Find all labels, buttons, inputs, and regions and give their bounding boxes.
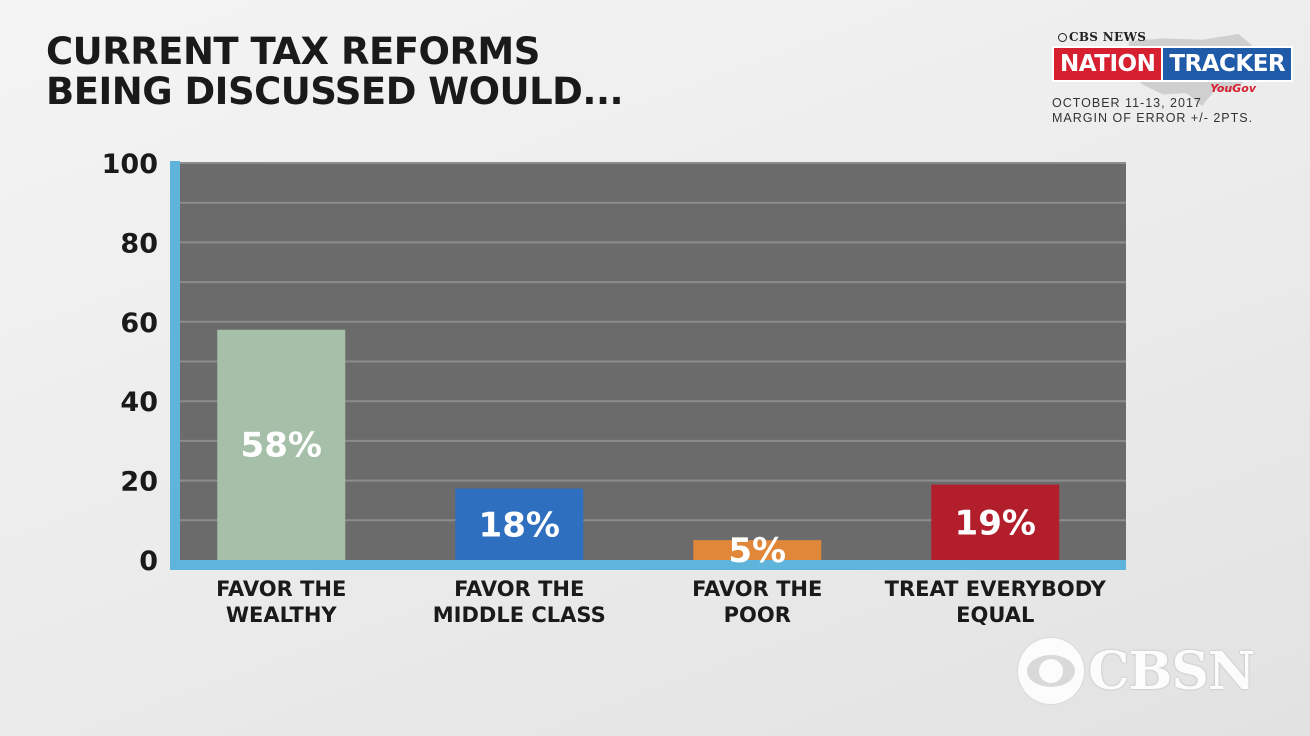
x-tick-label: MIDDLE CLASS (433, 603, 606, 627)
y-tick-label: 100 (102, 149, 158, 180)
cbs-eye-icon (1018, 638, 1084, 704)
data-label: 58% (241, 425, 322, 465)
y-tick-label: 40 (120, 387, 158, 418)
x-tick-label: FAVOR THE (692, 577, 822, 601)
poll-date: OCTOBER 11-13, 2017 (1052, 96, 1202, 110)
pollster-logo: YouGov (1210, 82, 1256, 95)
cbsn-watermark: CBSN (1018, 636, 1268, 706)
margin-of-error: MARGIN OF ERROR +/- 2PTS. (1052, 111, 1254, 125)
y-axis-line (170, 161, 180, 570)
x-tick-label: WEALTHY (226, 603, 338, 627)
network-name: CBS NEWS (1058, 30, 1272, 44)
data-label: 5% (728, 531, 786, 571)
title-line-1: CURRENT TAX REFORMS (46, 30, 540, 73)
nation-tracker-badge: CBS NEWS NATION TRACKER YouGov OCTOBER 1… (1052, 30, 1294, 126)
network-label: CBS NEWS (1069, 30, 1147, 44)
x-tick-label: FAVOR THE (216, 577, 346, 601)
bar (931, 484, 1060, 560)
y-tick-label: 0 (139, 546, 158, 577)
y-tick-label: 20 (120, 467, 158, 498)
brand-right: TRACKER (1163, 46, 1294, 82)
x-tick-label: TREAT EVERYBODY (885, 577, 1107, 601)
x-tick-label: EQUAL (956, 603, 1034, 627)
data-label: 18% (479, 505, 560, 545)
x-tick-label: FAVOR THE (454, 577, 584, 601)
cbs-eye-icon (1058, 33, 1067, 42)
y-tick-label: 80 (120, 228, 158, 259)
x-tick-label: POOR (724, 603, 791, 627)
x-axis-line (170, 560, 1126, 570)
bar (693, 540, 822, 560)
brand-left: NATION (1052, 46, 1164, 82)
title-line-2: BEING DISCUSSED WOULD... (46, 70, 624, 113)
bar (455, 488, 584, 560)
data-label: 19% (955, 503, 1036, 543)
watermark-text: CBSN (1088, 640, 1255, 702)
chart-title: CURRENT TAX REFORMS BEING DISCUSSED WOUL… (46, 30, 624, 113)
y-tick-label: 60 (120, 308, 158, 339)
bar (217, 329, 346, 560)
nation-tracker-logo: NATION TRACKER (1052, 46, 1294, 82)
